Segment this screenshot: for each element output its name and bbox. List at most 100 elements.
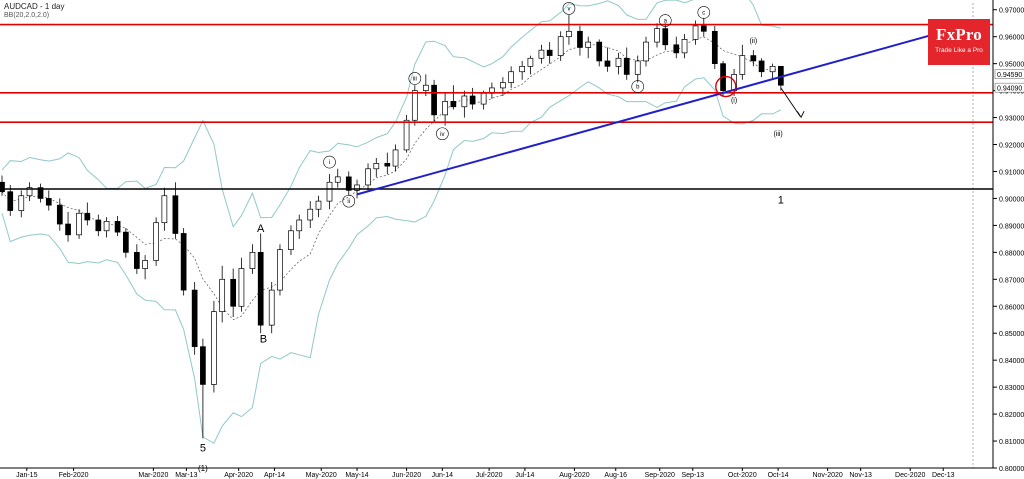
candle xyxy=(219,265,226,323)
candle-body xyxy=(643,41,649,62)
candle xyxy=(654,23,660,48)
candle-body xyxy=(354,184,360,191)
candle-body xyxy=(508,71,514,83)
x-tick-label: Mar-13 xyxy=(175,472,197,479)
wave-label: 5 xyxy=(200,443,206,455)
candle xyxy=(403,114,410,153)
y-tick-label: 0.80000 xyxy=(999,466,1024,473)
candle-body xyxy=(288,230,294,251)
candle xyxy=(615,52,622,75)
x-tick-label: Jun-14 xyxy=(432,472,454,479)
candle-body xyxy=(134,251,140,269)
y-tick-label: 0.83000 xyxy=(999,385,1024,392)
wave-label: c xyxy=(702,11,705,17)
price-label-box xyxy=(994,69,1024,80)
wave-label: (ii) xyxy=(749,38,757,45)
wave-circle xyxy=(631,80,645,93)
candle-body xyxy=(634,60,641,75)
wave-circle xyxy=(408,72,422,85)
candle xyxy=(450,85,457,110)
candle-body xyxy=(692,25,699,40)
candle-body xyxy=(673,44,680,54)
candle-body xyxy=(450,101,457,108)
candle-body xyxy=(122,231,129,253)
x-tick-label: Jan-15 xyxy=(16,472,38,479)
candle xyxy=(65,211,71,242)
x-tick-label: Oct-14 xyxy=(768,472,789,479)
wave-label: iv xyxy=(440,132,444,138)
candle xyxy=(142,255,148,280)
candle xyxy=(673,36,680,59)
candle xyxy=(0,175,5,196)
candle-body xyxy=(180,233,187,291)
x-tick-label: Nov-13 xyxy=(849,472,872,479)
candle-body xyxy=(623,57,630,75)
wave-label: 1 xyxy=(778,195,784,207)
candle-body xyxy=(345,176,352,191)
candle-body xyxy=(7,191,14,211)
candle-body xyxy=(604,60,611,67)
candle xyxy=(489,82,495,99)
candle-body xyxy=(334,176,341,183)
candle xyxy=(56,198,63,231)
candles xyxy=(0,15,784,439)
candle-body xyxy=(750,55,757,62)
candle xyxy=(365,163,371,191)
candle-body xyxy=(557,36,564,56)
y-tick-label: 0.81000 xyxy=(999,439,1024,446)
candle-body xyxy=(142,260,148,269)
price-label: 0.94590 xyxy=(997,72,1022,79)
y-tick-label: 0.97000 xyxy=(999,8,1024,15)
x-tick-label: Oct-2020 xyxy=(728,472,757,479)
candle-body xyxy=(114,220,121,233)
y-tick-label: 0.89000 xyxy=(999,223,1024,230)
wave-label: a xyxy=(664,19,668,25)
candle xyxy=(334,168,341,188)
x-tick-label: Dec-13 xyxy=(932,472,955,479)
candle-body xyxy=(315,200,322,210)
candle-body xyxy=(76,212,82,236)
candle-body xyxy=(577,30,583,48)
candle xyxy=(411,85,418,126)
candle-body xyxy=(37,187,44,199)
candle-body xyxy=(326,181,333,202)
candle xyxy=(326,174,333,210)
candle-body xyxy=(257,251,264,326)
candle-body xyxy=(585,41,592,48)
y-tick-label: 0.88000 xyxy=(999,250,1024,257)
candle-body xyxy=(211,311,217,385)
candle-body xyxy=(431,84,437,116)
candle xyxy=(739,44,746,80)
y-tick-label: 0.91000 xyxy=(999,169,1024,176)
candle xyxy=(681,34,688,59)
candle-body xyxy=(519,65,526,73)
candle-body xyxy=(654,28,660,43)
candle-body xyxy=(153,222,159,261)
y-tick-label: 0.92000 xyxy=(999,143,1024,150)
candle-body xyxy=(84,212,91,221)
candle xyxy=(249,244,256,274)
candle-body xyxy=(739,55,746,75)
candle xyxy=(345,171,352,196)
candle xyxy=(200,338,206,439)
chart-title: AUDCAD - 1 day xyxy=(4,2,65,11)
candle xyxy=(103,217,110,238)
indicator-label: BB(20,2.0,2.0) xyxy=(4,12,50,19)
candle-body xyxy=(403,119,410,151)
blue-trendline xyxy=(356,30,944,196)
candle xyxy=(315,195,322,218)
candle-body xyxy=(238,268,245,307)
candle-body xyxy=(681,39,688,54)
candle xyxy=(211,300,217,393)
candle-body xyxy=(56,204,63,225)
candle xyxy=(596,39,603,67)
candle-body xyxy=(373,163,380,170)
candle-body xyxy=(384,163,391,167)
candle xyxy=(778,65,784,91)
wave-circle xyxy=(436,127,449,141)
candle-body xyxy=(230,278,237,307)
candle-body xyxy=(500,82,506,89)
candle xyxy=(585,36,592,59)
